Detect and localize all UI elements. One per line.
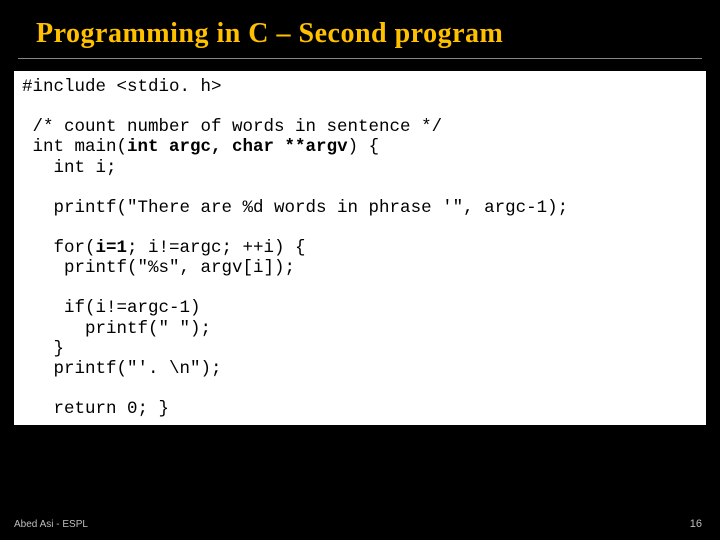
code-block: #include <stdio. h> /* count number of w… <box>12 69 708 427</box>
code-line: printf("There are %d words in phrase '",… <box>22 198 568 218</box>
code-line: } <box>22 339 64 359</box>
title-underline <box>18 58 702 59</box>
code-keyword: int argc, char **argv <box>127 137 348 157</box>
code-line: return 0; } <box>22 399 169 419</box>
code-line: printf("'. \n"); <box>22 359 222 379</box>
code-line: printf("%s", argv[i]); <box>22 258 295 278</box>
code-line: for(i=1; i!=argc; ++i) { <box>22 238 306 258</box>
code-line: #include <stdio. h> <box>22 77 222 97</box>
code-line: int i; <box>22 158 117 178</box>
code-line: int main(int argc, char **argv) { <box>22 137 379 157</box>
code-keyword: i=1 <box>96 238 128 258</box>
code-line: if(i!=argc-1) <box>22 298 201 318</box>
slide-title: Programming in C – Second program <box>0 0 720 50</box>
footer-author: Abed Asi - ESPL <box>14 519 88 530</box>
code-line: printf(" "); <box>22 319 211 339</box>
slide-number: 16 <box>690 518 702 530</box>
code-line: /* count number of words in sentence */ <box>22 117 442 137</box>
